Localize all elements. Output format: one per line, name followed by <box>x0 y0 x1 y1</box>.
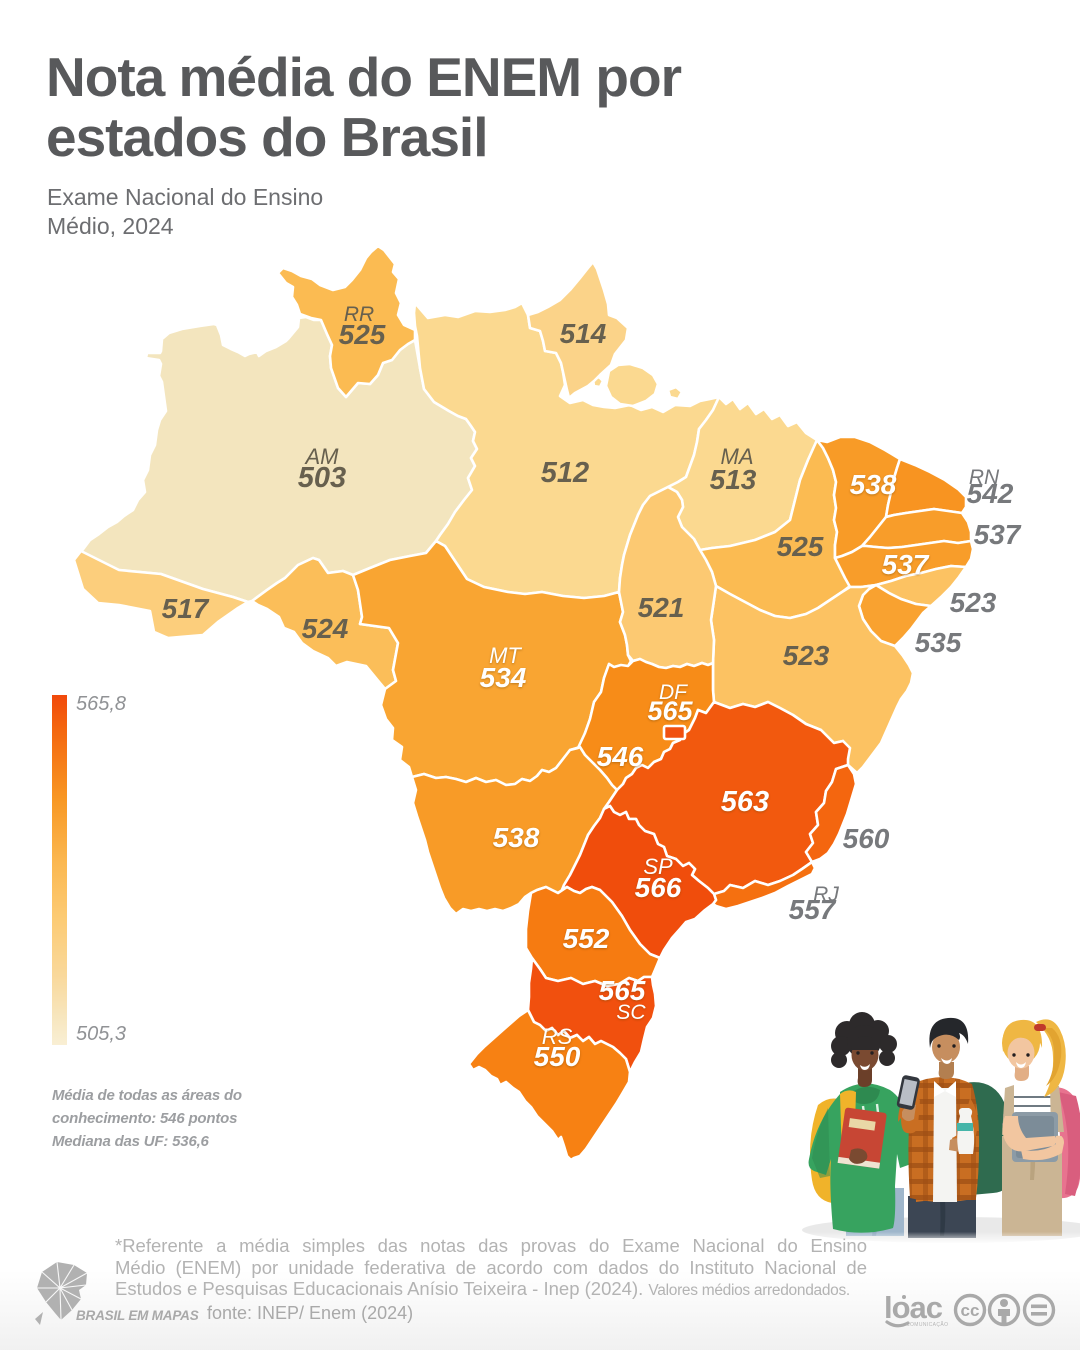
svg-text:566: 566 <box>635 872 682 903</box>
svg-text:MA: MA <box>721 444 754 469</box>
svg-text:COMUNICAÇÃO: COMUNICAÇÃO <box>906 1321 948 1328</box>
svg-text:565: 565 <box>647 696 693 726</box>
svg-text:552: 552 <box>563 923 610 954</box>
svg-text:RR: RR <box>344 303 374 326</box>
svg-text:SC: SC <box>616 1001 646 1024</box>
svg-text:524: 524 <box>302 613 349 644</box>
svg-text:538: 538 <box>493 822 540 853</box>
svg-text:525: 525 <box>339 319 386 350</box>
svg-text:cc: cc <box>961 1301 980 1320</box>
svg-text:521: 521 <box>638 592 685 623</box>
svg-text:RJ: RJ <box>813 883 839 906</box>
svg-text:523: 523 <box>783 640 830 671</box>
svg-text:546: 546 <box>597 741 644 772</box>
svg-text:512: 512 <box>541 457 589 489</box>
svg-text:535: 535 <box>915 627 962 658</box>
svg-text:538: 538 <box>850 469 897 500</box>
svg-text:563: 563 <box>721 786 769 818</box>
svg-text:537: 537 <box>882 549 930 580</box>
svg-text:loac: loac <box>884 1290 943 1325</box>
svg-text:AM: AM <box>304 444 340 469</box>
svg-text:RN: RN <box>969 466 1000 489</box>
svg-text:537: 537 <box>974 519 1022 550</box>
svg-text:560: 560 <box>843 823 890 854</box>
svg-text:525: 525 <box>777 531 824 562</box>
svg-text:550: 550 <box>534 1041 581 1072</box>
svg-text:557: 557 <box>789 894 837 925</box>
svg-text:514: 514 <box>560 318 607 349</box>
svg-text:503: 503 <box>298 462 346 494</box>
svg-text:534: 534 <box>480 662 527 693</box>
svg-text:SP: SP <box>643 854 673 879</box>
svg-text:517: 517 <box>162 593 210 624</box>
svg-text:565: 565 <box>599 975 646 1006</box>
svg-text:542: 542 <box>967 478 1014 509</box>
svg-text:DF: DF <box>659 681 688 704</box>
svg-text:RS: RS <box>542 1024 573 1049</box>
svg-text:513: 513 <box>710 464 757 495</box>
svg-text:MT: MT <box>489 643 522 668</box>
svg-text:523: 523 <box>950 587 997 618</box>
